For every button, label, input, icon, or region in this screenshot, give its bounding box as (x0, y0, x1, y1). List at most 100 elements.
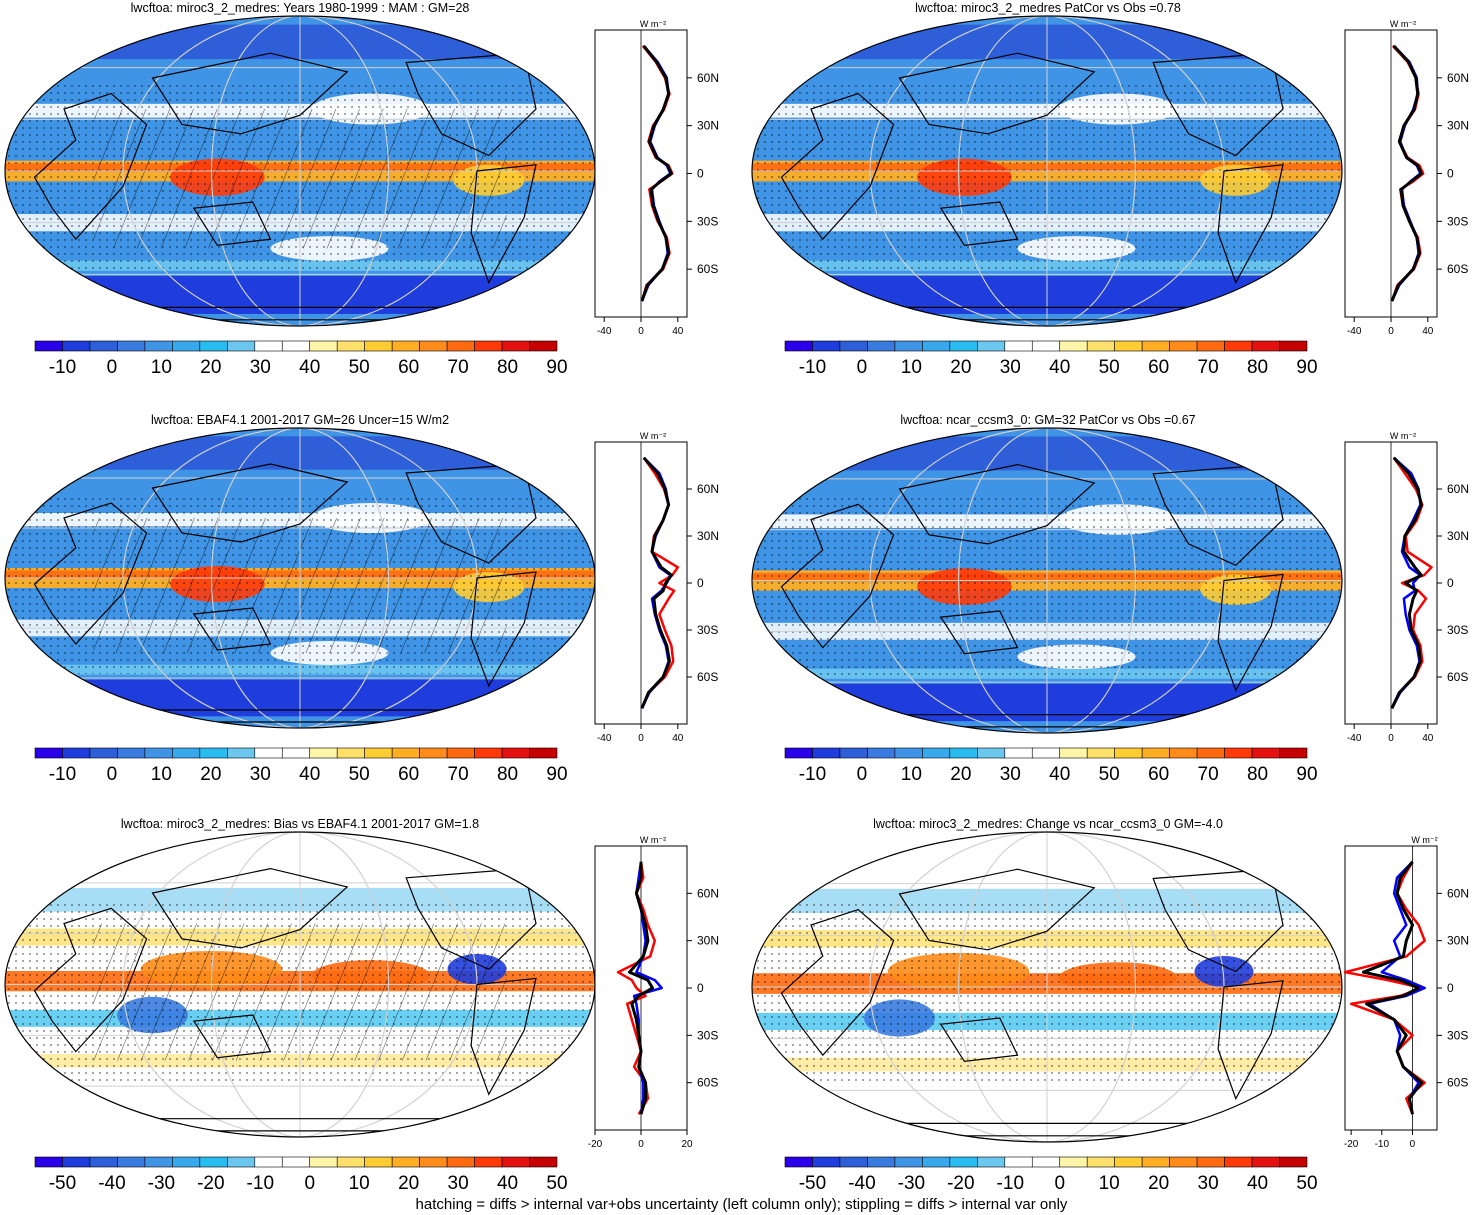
colorbar-label: 40 (299, 764, 320, 785)
colorbar-swatch (254, 747, 283, 759)
colorbar-label: 50 (349, 357, 370, 378)
colorbar-label: 30 (250, 764, 271, 785)
colorbar-label: 90 (546, 764, 567, 785)
x-tick-label: 0 (638, 733, 644, 744)
colorbar-label: 80 (1247, 357, 1268, 378)
zonal-profile: W m⁻² 60N 30N 0 30S 60S -40 0 40 (594, 431, 719, 744)
colorbar-label: 20 (950, 357, 971, 378)
x-tick-label: 40 (672, 733, 684, 744)
colorbar-swatch (364, 1156, 393, 1168)
colorbar-swatch (254, 1156, 283, 1168)
colorbar-swatch (474, 340, 503, 352)
colorbar-swatch (529, 1156, 558, 1168)
colorbar-swatch (1169, 747, 1198, 759)
colorbar-label: 50 (546, 1173, 567, 1194)
coastline (33, 907, 148, 1053)
colorbar-swatch (309, 340, 338, 352)
profile-unit: W m⁻² (1390, 431, 1416, 441)
map (752, 16, 1342, 326)
colorbar-swatch (281, 747, 311, 759)
colorbar-swatch (1031, 1156, 1061, 1168)
colorbar-swatch (419, 1156, 448, 1168)
colorbar-swatch (34, 340, 63, 352)
colorbar-label: -20 (947, 1173, 974, 1194)
colorbar-label: 70 (448, 764, 469, 785)
colorbar-label: 10 (901, 357, 922, 378)
map (752, 832, 1342, 1142)
colorbar-swatch (1004, 747, 1033, 759)
coastline (898, 868, 1096, 951)
panel-1: lwcftoa: miroc3_2_medres: Years 1980-199… (4, 1, 719, 378)
colorbar-label: 10 (151, 357, 172, 378)
zonal-profile: W m⁻² 60N 30N 0 30S 60S -40 0 40 (594, 19, 719, 337)
colorbar-swatch (501, 1156, 530, 1168)
colorbar-label: -30 (148, 1173, 175, 1194)
colorbar-swatch (62, 1156, 91, 1168)
coastline (470, 977, 537, 1096)
x-tick-label: 40 (1422, 733, 1434, 744)
colorbar-swatch (1114, 747, 1143, 759)
lat-tick-label: 60N (697, 71, 719, 85)
lat-tick-label: 30S (1447, 214, 1468, 228)
colorbar-swatch (949, 747, 978, 759)
colorbar-swatch (839, 1156, 868, 1168)
coastline (33, 502, 148, 645)
colorbar-swatch (1279, 340, 1308, 352)
colorbar-swatch (922, 1156, 951, 1168)
lat-tick-label: 30N (1447, 934, 1469, 948)
colorbar-swatch (1086, 340, 1115, 352)
colorbar-label: 70 (1198, 764, 1219, 785)
colorbar-label: -20 (197, 1173, 224, 1194)
colorbar-label: 0 (304, 1173, 315, 1194)
colorbar-swatch (894, 747, 923, 759)
colorbar-swatch (1279, 1156, 1308, 1168)
colorbar-label: 60 (398, 764, 419, 785)
lat-tick-label: 0 (1447, 167, 1454, 181)
x-tick-label: -40 (597, 326, 612, 337)
map (5, 428, 595, 728)
figure-footnote: hatching = diffs > internal var+obs unce… (415, 1196, 1068, 1213)
colorbar-swatch (1251, 1156, 1280, 1168)
coastline (939, 201, 1019, 247)
zonal-profile: W m⁻² 60N 30N 0 30S 60S -20 -10 0 (1343, 835, 1469, 1150)
colorbar-swatch (336, 340, 365, 352)
colorbar-label: 40 (1049, 357, 1070, 378)
lat-tick-label: 0 (1447, 576, 1454, 590)
colorbar-swatch (1059, 340, 1088, 352)
colorbar-label: 50 (1296, 1173, 1317, 1194)
coastline (470, 571, 537, 688)
coastline (151, 52, 349, 135)
colorbar-label: 20 (1148, 1173, 1169, 1194)
series-line-model (1390, 456, 1433, 709)
colorbar-label: 40 (1049, 764, 1070, 785)
colorbar-swatch (474, 1156, 503, 1168)
coastline (151, 867, 349, 949)
colorbar-label: 70 (1198, 357, 1219, 378)
colorbar-label: 50 (349, 764, 370, 785)
lat-tick-label: 30N (697, 529, 719, 543)
colorbar-swatch (839, 747, 868, 759)
colorbar-swatch (254, 340, 283, 352)
colorbar-label: 10 (901, 764, 922, 785)
colorbar-swatch (309, 1156, 338, 1168)
colorbar-label: 0 (857, 764, 868, 785)
lat-tick-label: 60S (697, 1076, 718, 1090)
panel-title: lwcftoa: miroc3_2_medres: Years 1980-199… (131, 1, 470, 15)
colorbar-swatch (529, 747, 558, 759)
colorbar-swatch (922, 340, 951, 352)
graticule-lon (958, 428, 1136, 733)
colorbar-label: 30 (448, 1173, 469, 1194)
colorbar-swatch (391, 340, 420, 352)
colorbar-swatch (144, 747, 173, 759)
colorbar-swatch (117, 1156, 146, 1168)
colorbar-swatch (1141, 1156, 1170, 1168)
colorbar-swatch (34, 1156, 63, 1168)
coastline (192, 607, 272, 651)
colorbar-swatch (1196, 1156, 1225, 1168)
lat-tick-label: 60S (1447, 262, 1468, 276)
colorbar-swatch (894, 1156, 923, 1168)
map (752, 428, 1342, 733)
graticule-lon (211, 832, 389, 1137)
colorbar-swatch (419, 340, 448, 352)
